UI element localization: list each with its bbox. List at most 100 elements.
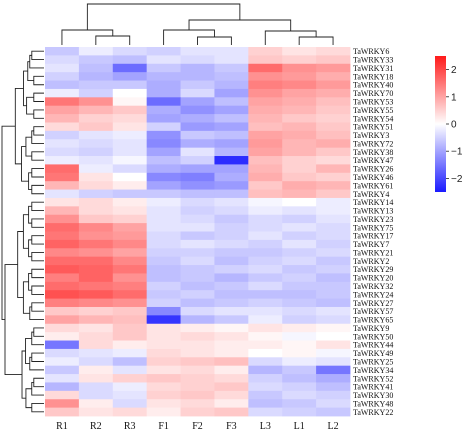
heatmap-cell xyxy=(180,105,215,115)
heatmap-cell xyxy=(112,206,148,216)
heatmap-cell xyxy=(316,340,351,350)
heatmap-cell xyxy=(146,55,181,65)
heatmap-cell xyxy=(214,214,249,224)
heatmap-cell xyxy=(112,63,148,73)
heatmap-cell xyxy=(282,223,317,232)
heatmap-cell xyxy=(316,172,351,182)
heatmap-cell xyxy=(180,172,215,182)
heatmap-cell xyxy=(282,239,317,249)
heatmap-cell xyxy=(45,72,80,81)
dendrogram-branch xyxy=(33,109,44,119)
heatmap-cell xyxy=(214,239,249,249)
heatmap-cell xyxy=(282,281,317,291)
heatmap-cell xyxy=(146,181,181,190)
heatmap-cell xyxy=(316,197,351,207)
row-label: TaWRKY25 xyxy=(353,357,393,366)
heatmap-cell xyxy=(248,164,283,174)
column-label: R1 xyxy=(56,421,68,431)
row-label: TaWRKY61 xyxy=(353,181,393,190)
heatmap-cell xyxy=(45,382,80,392)
heatmap-cell xyxy=(180,197,215,207)
heatmap-cell xyxy=(282,156,317,165)
heatmap-cell xyxy=(78,340,114,350)
heatmap-cell xyxy=(316,88,351,98)
colorbar-tick-label: 1 xyxy=(451,92,457,103)
heatmap-cell xyxy=(78,72,114,81)
heatmap-cell xyxy=(112,332,148,341)
heatmap-cell xyxy=(248,340,283,350)
column-label: F1 xyxy=(158,421,169,431)
dendrogram-branch xyxy=(298,36,334,45)
heatmap-cell xyxy=(112,223,148,232)
heatmap-cell xyxy=(248,130,283,140)
heatmap-cell xyxy=(78,239,114,249)
dendrogram-branch xyxy=(28,239,32,258)
heatmap-cell xyxy=(214,323,249,333)
heatmap-cell xyxy=(248,239,283,249)
dendrogram-branch xyxy=(31,285,44,295)
heatmap-cell xyxy=(316,306,351,316)
dendrogram-branch xyxy=(95,35,131,45)
heatmap-cell xyxy=(248,374,283,383)
row-dendrogram xyxy=(1,50,44,413)
heatmap-cell xyxy=(214,197,249,207)
heatmap-cell xyxy=(78,298,114,308)
heatmap-cell xyxy=(180,290,215,299)
heatmap-cell xyxy=(248,281,283,291)
row-label: TaWRKY2 xyxy=(353,257,389,266)
row-label: TaWRKY38 xyxy=(353,148,393,157)
heatmap-cell xyxy=(78,407,114,417)
heatmap-cell xyxy=(146,88,181,98)
row-label: TaWRKY47 xyxy=(353,156,393,165)
heatmap-cell xyxy=(282,407,317,417)
heatmap-cell xyxy=(112,97,148,107)
heatmap-cell xyxy=(282,197,317,207)
heatmap-cell xyxy=(78,306,114,316)
heatmap-cell xyxy=(316,63,351,73)
heatmap-cell xyxy=(146,223,181,232)
heatmap-cell xyxy=(248,139,283,149)
row-label: TaWRKY9 xyxy=(353,324,389,333)
heatmap-cell xyxy=(112,399,148,409)
heatmap-cell xyxy=(112,189,148,199)
heatmap-cell xyxy=(180,374,215,383)
heatmap-cell xyxy=(282,357,317,367)
heatmap-cell xyxy=(45,357,80,367)
heatmap-cell xyxy=(45,374,80,383)
heatmap-cell xyxy=(146,298,181,308)
dendrogram-branch xyxy=(31,382,44,396)
heatmap-cell xyxy=(248,156,283,165)
heatmap-cell xyxy=(146,407,181,417)
heatmap-cell xyxy=(45,365,80,375)
row-label: TaWRKY65 xyxy=(353,316,393,325)
row-label: TaWRKY14 xyxy=(353,198,393,207)
row-label: TaWRKY31 xyxy=(353,64,393,73)
heatmap-cell xyxy=(180,214,215,224)
heatmap-cell xyxy=(316,365,351,375)
heatmap-cell xyxy=(214,365,249,375)
heatmap-cell xyxy=(112,290,148,299)
heatmap-cell xyxy=(248,122,283,132)
heatmap-cell xyxy=(282,323,317,333)
dendrogram-branch xyxy=(33,377,44,388)
dendrogram-branch xyxy=(31,235,44,245)
column-label: F3 xyxy=(226,421,237,431)
heatmap-cell xyxy=(112,256,148,266)
heatmap-cell xyxy=(180,248,215,258)
heatmap-cell xyxy=(180,382,215,392)
heatmap-cell xyxy=(316,323,351,333)
dendrogram-branch xyxy=(31,184,44,195)
heatmap-cell xyxy=(316,189,351,199)
dendrogram-branch xyxy=(33,126,44,136)
heatmap-cell xyxy=(146,80,181,90)
heatmap-cell xyxy=(282,181,317,190)
heatmap-cell xyxy=(248,214,283,224)
dendrogram-branch xyxy=(25,136,32,157)
heatmap-cell xyxy=(45,164,80,174)
heatmap-cell xyxy=(78,390,114,400)
row-label: TaWRKY49 xyxy=(353,349,393,358)
heatmap-cell xyxy=(282,206,317,216)
heatmap-cell xyxy=(78,399,114,409)
dendrogram-branch xyxy=(163,29,215,45)
row-label: TaWRKY17 xyxy=(353,232,393,241)
